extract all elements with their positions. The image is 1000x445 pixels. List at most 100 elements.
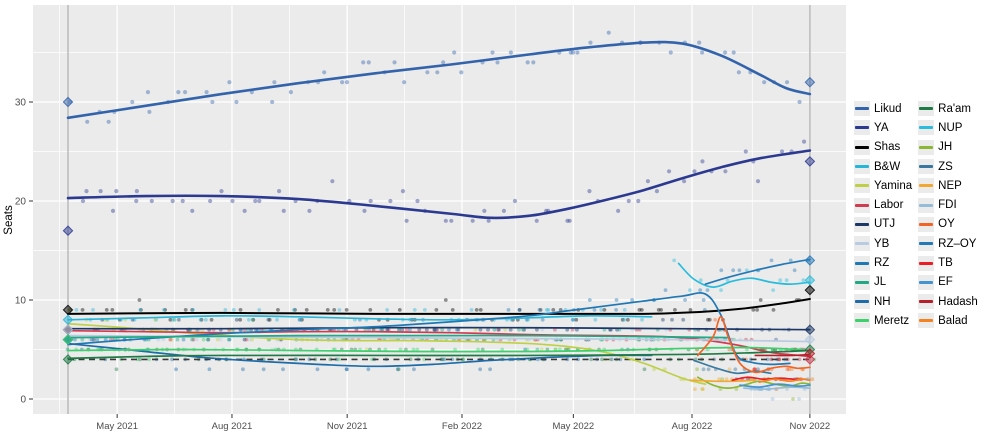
legend-item-TB: TB (918, 253, 978, 272)
poll-dots-Likud (67, 30, 802, 124)
poll-dot (512, 198, 518, 204)
poll-dot (80, 337, 85, 342)
poll-dot (770, 397, 775, 401)
poll-dot (570, 317, 575, 322)
poll-dot (486, 218, 491, 223)
poll-dot (571, 317, 575, 322)
legend-label: Labor (874, 199, 904, 212)
poll-dot (637, 308, 642, 312)
poll-dot (723, 169, 728, 174)
poll-dot (771, 308, 776, 312)
poll-dot (570, 50, 576, 55)
poll-dot (201, 337, 206, 342)
poll-dot (478, 327, 483, 332)
poll-dot (503, 327, 508, 332)
y-tick-label: 10 (15, 296, 27, 307)
legend-label: Meretz (874, 314, 910, 327)
plot-area (33, 5, 846, 414)
poll-dot (422, 357, 427, 362)
poll-dot (300, 317, 304, 322)
poll-dot (538, 308, 543, 312)
poll-dot (98, 189, 103, 194)
poll-dot (609, 357, 614, 362)
poll-dot (706, 367, 711, 372)
poll-dot (450, 357, 455, 362)
poll-dot (379, 327, 384, 332)
poll-dot (130, 99, 135, 105)
poll-dot (755, 179, 761, 184)
poll-dot (642, 367, 647, 372)
poll-dot (354, 327, 359, 332)
poll-dot (537, 308, 542, 312)
y-tick-label: 0 (20, 395, 26, 406)
poll-dot (706, 317, 710, 322)
poll-dot (753, 367, 757, 372)
legend-label: Hadash (938, 295, 978, 308)
poll-dot (592, 308, 597, 312)
legend-item-YB: YB (854, 234, 912, 253)
poll-dot (683, 298, 687, 302)
poll-dot (194, 337, 199, 342)
poll-dot (442, 357, 447, 362)
poll-dot (743, 149, 748, 154)
poll-dot (626, 198, 631, 204)
poll-dot (784, 80, 790, 85)
poll-dot (411, 347, 416, 352)
trend-line-Balad (758, 378, 811, 384)
poll-dot (810, 377, 815, 382)
poll-dot (450, 308, 455, 312)
poll-dot (375, 327, 380, 332)
legend-swatch (919, 126, 934, 130)
poll-dot (231, 308, 236, 312)
poll-dot (170, 317, 175, 322)
poll-dot (253, 198, 258, 204)
legend-swatch (919, 107, 934, 111)
legend-key-icon (854, 255, 870, 271)
poll-dot (244, 337, 249, 342)
poll-dot (719, 268, 724, 273)
poll-dot (699, 50, 705, 55)
poll-dot (80, 198, 86, 204)
poll-dot (415, 347, 420, 352)
x-tick-label: May 2021 (96, 421, 138, 432)
poll-dot (440, 327, 445, 332)
result-marker-YA (804, 156, 816, 167)
poll-dot (480, 347, 485, 352)
legend-swatch (855, 126, 869, 130)
poll-dot (332, 308, 337, 312)
poll-dot (234, 317, 239, 322)
poll-dot (508, 327, 513, 332)
poll-dot (681, 317, 686, 322)
poll-dot (459, 70, 464, 75)
trend-line-JH (696, 376, 811, 389)
poll-dot (493, 327, 498, 332)
legend-label: Balad (938, 314, 968, 327)
legend-label: Yamina (874, 179, 913, 192)
legend: Likud YA Shas B&W Yamina Labor UTJ YB RZ JL NH Mere… (854, 99, 978, 331)
poll-dot (95, 337, 100, 342)
poll-dot (330, 179, 335, 184)
poll-dot (385, 327, 390, 332)
poll-dot (246, 317, 251, 322)
poll-dot (307, 357, 312, 362)
poll-dot (385, 308, 389, 312)
poll-dot (788, 258, 793, 263)
poll-dot (456, 327, 461, 332)
poll-dot (73, 337, 77, 342)
result-marker-Labor (804, 354, 816, 365)
trend-line-Hadash (754, 353, 811, 357)
poll-dot (787, 367, 791, 372)
poll-dot (385, 327, 390, 332)
poll-dot (149, 198, 154, 204)
poll-dot (784, 278, 789, 283)
legend-key-icon (854, 274, 870, 290)
poll-dot (114, 367, 119, 372)
legend-item-YA: YA (854, 118, 912, 137)
poll-dot (432, 327, 437, 332)
x-tick-label: Aug 2021 (212, 421, 253, 432)
legend-item-Meretz: Meretz (854, 311, 912, 330)
poll-dot (168, 317, 173, 322)
legend-key-icon (918, 159, 935, 175)
axes: 0 10 20 30 May 2021 Aug 2021 Nov 2021 Feb 2022 M… (15, 98, 830, 433)
